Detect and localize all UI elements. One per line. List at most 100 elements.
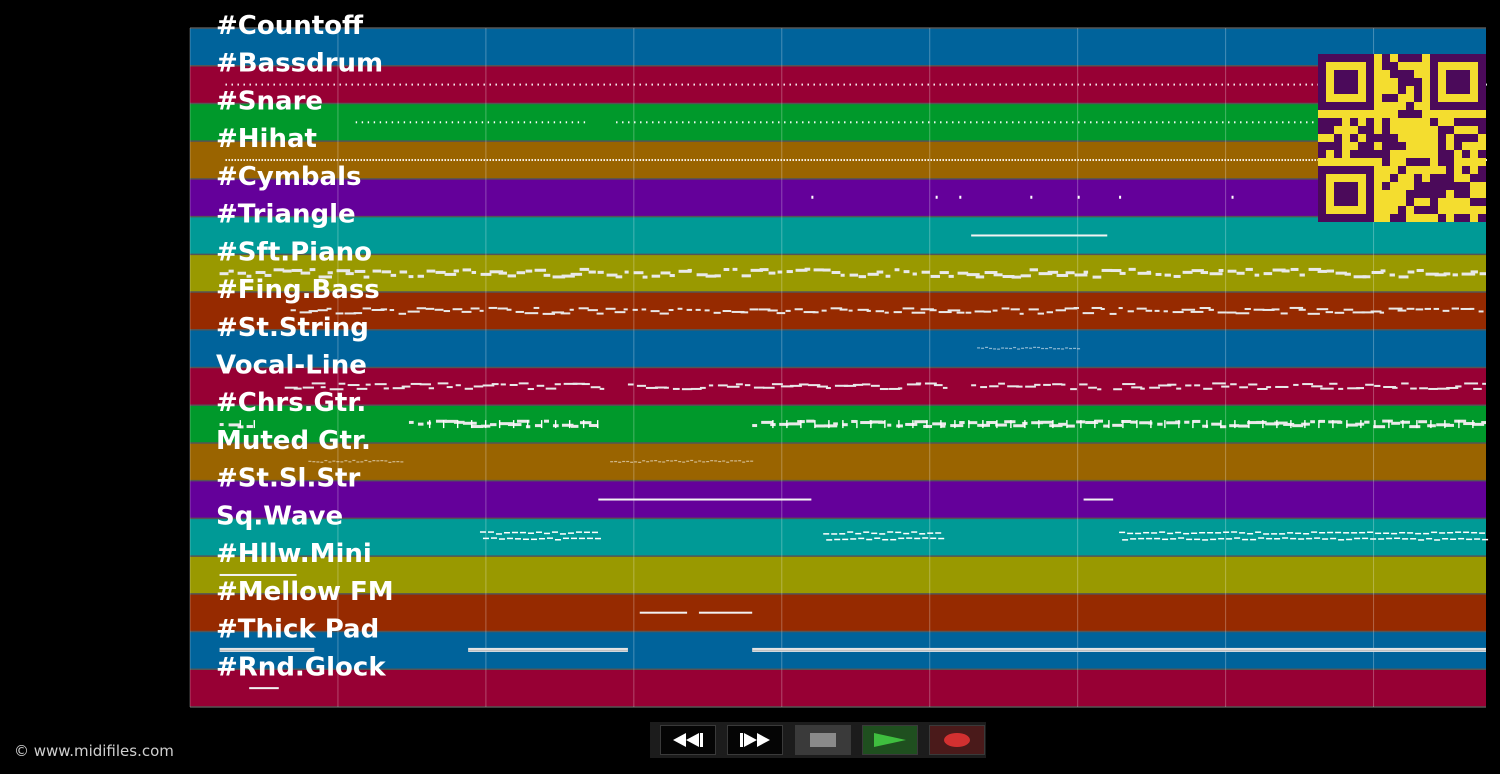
note xyxy=(463,121,466,124)
note xyxy=(862,121,864,124)
note xyxy=(830,307,843,310)
note xyxy=(426,269,436,273)
rewind-button[interactable] xyxy=(660,725,716,755)
note xyxy=(885,159,887,162)
note xyxy=(1194,159,1196,162)
note xyxy=(1217,311,1227,314)
note xyxy=(968,420,970,429)
note xyxy=(540,420,543,429)
note xyxy=(1186,121,1188,124)
note xyxy=(1378,538,1385,540)
note xyxy=(825,387,831,390)
note xyxy=(855,159,857,162)
note xyxy=(512,420,515,429)
note xyxy=(1041,159,1043,162)
note xyxy=(1061,383,1066,386)
note xyxy=(573,83,575,86)
note xyxy=(1275,83,1277,86)
note xyxy=(1346,420,1348,429)
note xyxy=(1263,83,1265,86)
note xyxy=(1479,532,1486,534)
note xyxy=(855,532,862,535)
note xyxy=(1128,267,1136,271)
note xyxy=(984,159,986,162)
note xyxy=(500,383,506,386)
note xyxy=(1346,423,1358,427)
note xyxy=(1374,420,1376,429)
rewind-icon xyxy=(673,733,703,747)
note xyxy=(812,311,819,314)
note xyxy=(670,121,672,124)
note xyxy=(1282,537,1289,539)
note xyxy=(800,420,802,429)
note xyxy=(636,159,638,162)
note xyxy=(471,159,473,162)
note xyxy=(1113,83,1115,86)
note xyxy=(1034,383,1041,386)
record-button[interactable] xyxy=(929,725,985,755)
track-label: #Thick Pad xyxy=(216,615,379,645)
note xyxy=(831,83,833,86)
note xyxy=(1101,159,1103,162)
note xyxy=(1247,421,1261,425)
note xyxy=(642,460,646,462)
note xyxy=(660,271,671,275)
note xyxy=(681,83,683,86)
note xyxy=(958,121,960,124)
note xyxy=(902,307,915,310)
note xyxy=(1399,531,1406,534)
note xyxy=(1444,420,1446,429)
fast-forward-button[interactable] xyxy=(727,725,783,755)
note xyxy=(1101,268,1113,272)
note xyxy=(940,121,942,124)
note xyxy=(1197,159,1199,162)
note xyxy=(1119,159,1121,162)
note xyxy=(1416,268,1424,272)
note xyxy=(694,461,698,463)
note xyxy=(941,424,946,428)
note xyxy=(771,383,783,386)
note xyxy=(365,383,371,386)
note xyxy=(513,159,515,162)
note xyxy=(1017,159,1019,162)
note xyxy=(598,498,812,501)
note xyxy=(549,83,551,86)
note xyxy=(930,159,932,162)
note xyxy=(996,420,998,429)
note xyxy=(326,307,332,310)
note xyxy=(309,83,311,86)
note xyxy=(636,384,647,387)
note xyxy=(623,308,628,311)
note xyxy=(825,159,827,162)
note xyxy=(952,121,954,124)
note xyxy=(499,121,502,124)
note xyxy=(506,308,512,311)
note xyxy=(779,422,789,426)
x-tick-label: 75.0s xyxy=(609,719,658,720)
note xyxy=(497,307,508,310)
note xyxy=(560,312,571,315)
note xyxy=(1066,121,1068,124)
note xyxy=(1127,310,1134,313)
note xyxy=(316,461,320,463)
note xyxy=(1167,532,1174,535)
note xyxy=(1299,159,1301,162)
note xyxy=(543,159,545,162)
note xyxy=(651,159,653,162)
note xyxy=(524,312,539,315)
note xyxy=(1073,306,1079,309)
track-lane xyxy=(190,442,1486,481)
note xyxy=(348,461,352,463)
play-button[interactable] xyxy=(862,725,918,755)
note xyxy=(1138,537,1145,540)
note xyxy=(1235,312,1250,315)
note xyxy=(1008,159,1010,162)
note xyxy=(456,159,458,162)
note xyxy=(690,459,694,462)
note xyxy=(1137,83,1139,86)
note xyxy=(1215,159,1217,162)
note xyxy=(951,83,953,86)
note xyxy=(710,460,714,462)
stop-button[interactable] xyxy=(795,725,851,755)
note xyxy=(379,121,382,124)
